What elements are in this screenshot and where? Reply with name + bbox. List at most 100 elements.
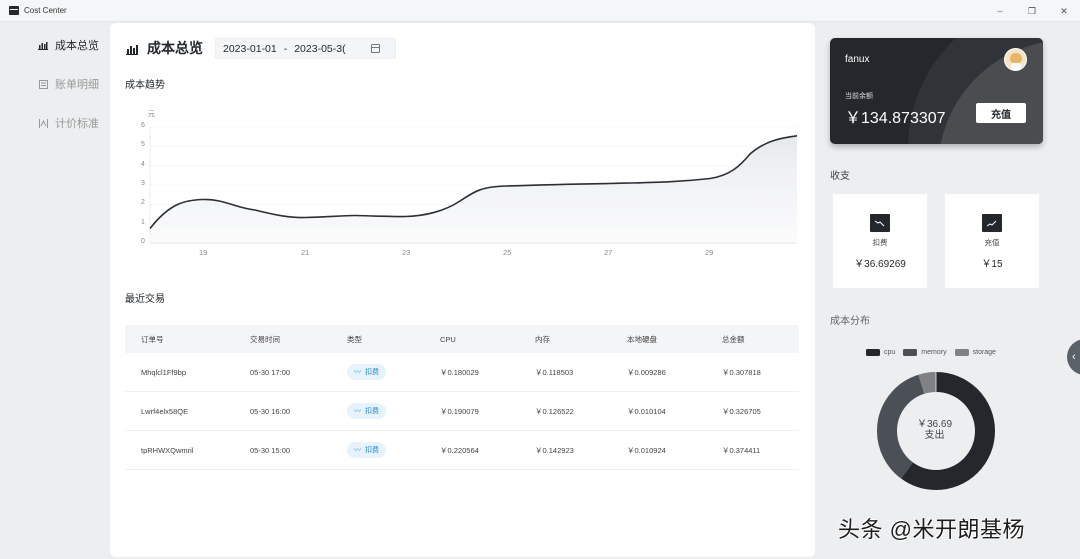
recharge-value: ￥15	[981, 259, 1003, 270]
trend-down-icon: 〰	[354, 447, 361, 454]
username: fanux	[845, 54, 870, 65]
date-end[interactable]: 2023-05-3(	[294, 42, 346, 55]
page-header: 成本总览	[126, 38, 203, 58]
legend-item-storage[interactable]: storage	[954, 349, 996, 356]
date-start[interactable]: 2023-01-01	[223, 42, 277, 55]
y-axis-unit: 元	[148, 111, 155, 118]
sidebar-item-label: 成本总览	[55, 40, 99, 52]
income-expense-title: 收支	[830, 171, 850, 182]
app-wallet-icon	[9, 6, 19, 15]
sidebar-item-overview[interactable]: 成本总览	[38, 37, 99, 53]
cost-trend-title: 成本趋势	[125, 80, 165, 91]
avatar-face-icon	[1010, 53, 1022, 64]
sidebar-item-pricing[interactable]: 计价标准	[38, 115, 99, 131]
bar-chart-icon	[38, 40, 48, 50]
avatar[interactable]	[1004, 48, 1027, 71]
recharge-button[interactable]: 充值	[976, 103, 1026, 123]
disk-cost: ￥0.009286	[627, 367, 666, 377]
balance-label: 当前余额	[845, 93, 873, 100]
y-tick: 5	[141, 141, 145, 148]
balance-value: ￥134.873307	[845, 110, 946, 127]
deduction-label: 扣费	[872, 238, 888, 247]
sidebar: 成本总览 账单明细 计价标准	[0, 22, 108, 559]
legend-swatch	[954, 349, 969, 356]
calendar-icon[interactable]	[371, 44, 380, 53]
memory-cost: ￥0.118503	[535, 367, 574, 377]
cost-distribution-title: 成本分布	[830, 316, 870, 327]
trend-down-icon: 〰	[354, 369, 361, 376]
col-cpu: CPU	[440, 334, 456, 344]
x-tick: 23	[402, 248, 411, 257]
memory-cost: ￥0.142923	[535, 445, 574, 455]
receipt-icon	[38, 79, 48, 89]
bar-chart-icon	[126, 42, 138, 55]
cost-donut-chart	[877, 372, 995, 490]
x-tick: 21	[301, 248, 310, 257]
window-titlebar: Cost Center – ❐ ✕	[0, 0, 1080, 22]
close-button[interactable]: ✕	[1060, 5, 1068, 16]
donut-center-value: ￥36.69	[916, 419, 953, 430]
pricing-icon	[38, 118, 48, 128]
legend-swatch	[903, 349, 918, 356]
disk-cost: ￥0.010924	[627, 445, 666, 455]
y-tick: 2	[141, 199, 145, 206]
cpu-cost: ￥0.180029	[440, 367, 479, 377]
total-cost: ￥0.374411	[722, 445, 761, 455]
trend-down-icon	[870, 214, 890, 232]
x-tick: 27	[604, 248, 613, 257]
sidebar-item-label: 计价标准	[55, 118, 99, 130]
table-row[interactable]: Lwrf4elx58QE 05-30 16:00 〰扣费 ￥0.190079 ￥…	[125, 392, 799, 431]
window-controls: – ❐ ✕	[984, 0, 1080, 22]
col-disk: 本地硬盘	[627, 334, 657, 344]
recharge-card: 充值 ￥15	[945, 194, 1039, 288]
collapse-panel-button[interactable]: ‹	[1067, 339, 1080, 375]
total-cost: ￥0.326705	[722, 406, 761, 416]
legend-item-cpu[interactable]: cpu	[866, 349, 895, 356]
type-badge: 〰扣费	[347, 442, 386, 458]
x-tick: 25	[503, 248, 512, 257]
y-tick: 0	[141, 238, 145, 245]
donut-slice-memory[interactable]	[877, 372, 995, 490]
type-badge: 〰扣费	[347, 403, 386, 419]
donut-center-label: ￥36.69 支出	[877, 419, 992, 441]
avatar-body-icon	[1011, 63, 1021, 70]
date-range-picker[interactable]: 2023-01-01 - 2023-05-3(	[215, 38, 396, 59]
donut-legend: cpu memory storage	[866, 349, 1004, 356]
restore-button[interactable]: ❐	[1027, 5, 1037, 16]
user-balance-card: fanux 当前余额 ￥134.873307 充值	[830, 38, 1043, 144]
y-tick: 6	[141, 122, 145, 129]
legend-label: cpu	[884, 349, 896, 356]
deduction-value: ￥36.69269	[854, 259, 906, 270]
recent-transactions-title: 最近交易	[125, 294, 165, 305]
table-row[interactable]: Mhqlcl1Ff9bp 05-30 17:00 〰扣费 ￥0.180029 ￥…	[125, 353, 799, 392]
disk-cost: ￥0.010104	[627, 406, 666, 416]
donut-center-caption: 支出	[924, 430, 945, 441]
x-tick: 19	[199, 248, 208, 257]
date-separator: -	[283, 42, 288, 55]
transactions-table: 订单号 交易时间 类型 CPU 内存 本地硬盘 总金额 Mhqlcl1Ff9bp…	[125, 325, 799, 470]
trend-down-icon: 〰	[354, 408, 361, 415]
legend-label: memory	[921, 349, 947, 356]
col-type: 类型	[347, 334, 362, 344]
legend-item-memory[interactable]: memory	[903, 349, 947, 356]
legend-label: storage	[972, 349, 996, 356]
transaction-time: 05-30 15:00	[250, 445, 291, 455]
type-label: 扣费	[365, 408, 379, 415]
col-order: 订单号	[141, 334, 164, 344]
table-header: 订单号 交易时间 类型 CPU 内存 本地硬盘 总金额	[125, 325, 799, 353]
order-id: tpRHWXQwmril	[141, 445, 194, 455]
table-row[interactable]: tpRHWXQwmril 05-30 15:00 〰扣费 ￥0.220564 ￥…	[125, 431, 799, 470]
sidebar-item-label: 账单明细	[55, 79, 99, 91]
sidebar-item-bill-details[interactable]: 账单明细	[38, 76, 99, 92]
watermark: 头条 @米开朗基杨	[838, 517, 1025, 542]
order-id: Mhqlcl1Ff9bp	[141, 367, 187, 377]
legend-swatch	[866, 349, 880, 356]
y-tick: 1	[141, 219, 145, 226]
minimize-button[interactable]: –	[997, 6, 1003, 16]
type-label: 扣费	[365, 447, 379, 454]
trend-plot	[149, 126, 798, 244]
y-tick: 4	[141, 161, 145, 168]
memory-cost: ￥0.126522	[535, 406, 574, 416]
main-panel: 成本总览 2023-01-01 - 2023-05-3( 成本趋势 元 6 5 …	[110, 23, 815, 557]
deduction-card: 扣费 ￥36.69269	[833, 194, 927, 288]
